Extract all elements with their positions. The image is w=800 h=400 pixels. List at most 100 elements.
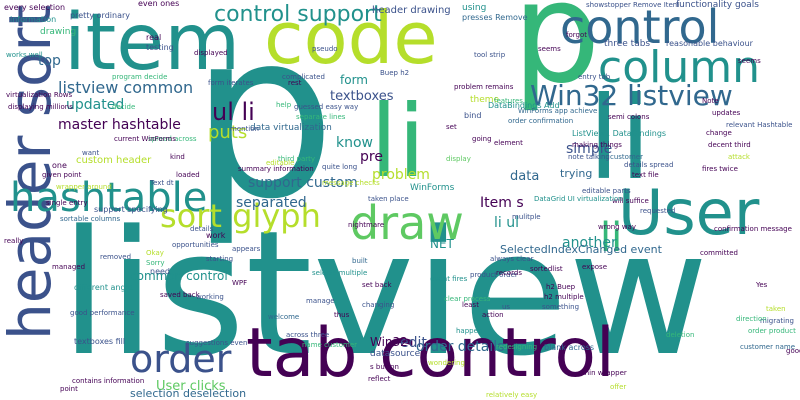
- word: will suffice: [612, 197, 649, 205]
- word: suggestions even: [186, 339, 248, 347]
- word: product order: [470, 271, 518, 279]
- word: rest: [288, 79, 302, 87]
- word: removed: [100, 253, 132, 261]
- word: guessed easy way: [294, 103, 359, 111]
- word: appears: [232, 245, 261, 253]
- word: spread across: [148, 135, 197, 143]
- word: order confirmation: [508, 117, 574, 125]
- word: hashtable: [10, 175, 208, 221]
- word: WPF: [232, 279, 248, 287]
- word: ListView1 DataBindings: [572, 129, 667, 138]
- word: making things: [572, 141, 622, 149]
- word: ul li: [212, 98, 255, 126]
- word: editable: [266, 159, 295, 167]
- word: given point: [42, 171, 82, 179]
- word: going: [472, 135, 492, 143]
- word: wrong way: [598, 223, 636, 231]
- word: quite long: [322, 163, 358, 171]
- word: p: [190, 0, 336, 250]
- word: control: [560, 0, 720, 54]
- word: element: [494, 139, 523, 147]
- word: forgot: [566, 31, 587, 39]
- word: opportunities: [172, 241, 219, 249]
- word: pseudo: [312, 45, 338, 53]
- word: action: [482, 311, 504, 319]
- word: works well: [6, 51, 43, 59]
- word: pre: [360, 149, 383, 165]
- word: selection deselection: [130, 387, 247, 400]
- word: three tabs: [604, 39, 651, 49]
- word: nightmare: [348, 221, 385, 229]
- word: tab control: [246, 314, 615, 393]
- word: really: [4, 237, 24, 245]
- word: taken: [766, 305, 786, 313]
- word: summary information: [238, 165, 314, 173]
- word: event fires: [430, 275, 468, 283]
- word: sort glyph: [160, 197, 321, 235]
- word: even ones: [138, 0, 180, 8]
- word: form iterates: [208, 79, 254, 87]
- word: master hashtable: [58, 117, 181, 133]
- word: top: [38, 53, 61, 69]
- word: drawing: [40, 27, 77, 37]
- word: complicated: [282, 73, 325, 81]
- word: least: [462, 301, 479, 309]
- word: WinForms: [410, 183, 455, 193]
- word: displayed: [194, 49, 228, 57]
- word: li: [600, 215, 623, 261]
- word: kind: [170, 153, 185, 161]
- word: updated: [66, 97, 125, 113]
- word: entry tab: [578, 73, 611, 81]
- word: li: [588, 72, 652, 205]
- word: set: [446, 123, 457, 131]
- word: mulitple: [512, 213, 541, 221]
- word: DataGrid UI virtualization: [534, 195, 623, 203]
- word: User clicks: [156, 379, 226, 394]
- word: features: [494, 97, 523, 105]
- word: customer name: [740, 343, 796, 351]
- word: something: [542, 303, 580, 311]
- word: WinForms app achieve: [518, 107, 598, 115]
- word: theme: [470, 95, 500, 105]
- word: User: [618, 176, 760, 249]
- word: presses Remove: [462, 13, 528, 22]
- word: order product: [748, 327, 796, 335]
- word: Text dt: [150, 179, 174, 187]
- word: separate lines: [296, 113, 346, 121]
- word: column: [598, 42, 760, 93]
- word: editable parts: [582, 187, 631, 195]
- word: welcome: [268, 313, 300, 321]
- word: deletion: [666, 331, 695, 339]
- word: program decide: [112, 73, 168, 81]
- word: header drawing: [372, 5, 451, 16]
- word: testing: [146, 43, 174, 52]
- word: order details: [416, 339, 505, 355]
- word: committed: [700, 249, 738, 257]
- word: changing: [362, 301, 395, 309]
- word: text file: [632, 171, 659, 179]
- word: saved back: [160, 291, 200, 299]
- word: li: [370, 83, 426, 200]
- word: contains information: [72, 377, 145, 385]
- word: textboxes: [330, 89, 394, 104]
- word: single entry: [46, 199, 88, 207]
- word: sortable columns: [60, 215, 121, 223]
- word: Yes: [756, 281, 768, 289]
- word: offer: [610, 383, 627, 391]
- word: thus: [334, 311, 350, 319]
- word: requested: [640, 207, 676, 215]
- word: decent third: [708, 141, 751, 149]
- word: using: [462, 3, 487, 13]
- word: control support: [214, 2, 382, 27]
- word: data: [510, 169, 540, 184]
- word: virtualization Rows: [6, 91, 73, 99]
- word: direction: [736, 315, 767, 323]
- word: trying: [560, 167, 593, 180]
- word: Win32 listview: [530, 79, 733, 112]
- word: customer: [610, 153, 643, 161]
- word: set back: [362, 281, 392, 289]
- word: simple: [566, 141, 613, 157]
- word: s button: [370, 363, 399, 371]
- word: bind: [464, 111, 482, 120]
